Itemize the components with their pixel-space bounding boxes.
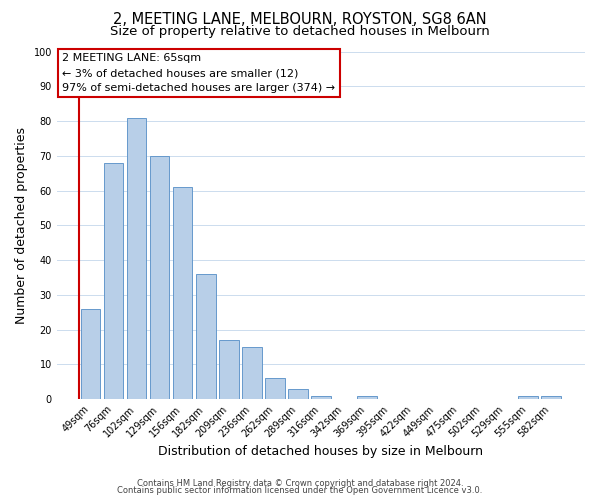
Bar: [196, 274, 215, 399]
Bar: [104, 162, 124, 399]
Y-axis label: Number of detached properties: Number of detached properties: [15, 127, 28, 324]
Bar: [173, 187, 193, 399]
X-axis label: Distribution of detached houses by size in Melbourn: Distribution of detached houses by size …: [158, 444, 484, 458]
Bar: [81, 308, 100, 399]
Bar: [219, 340, 239, 399]
Bar: [311, 396, 331, 399]
Bar: [541, 396, 561, 399]
Bar: [265, 378, 284, 399]
Bar: [127, 118, 146, 399]
Text: Contains public sector information licensed under the Open Government Licence v3: Contains public sector information licen…: [118, 486, 482, 495]
Bar: [242, 347, 262, 399]
Bar: [518, 396, 538, 399]
Text: 2, MEETING LANE, MELBOURN, ROYSTON, SG8 6AN: 2, MEETING LANE, MELBOURN, ROYSTON, SG8 …: [113, 12, 487, 28]
Text: Contains HM Land Registry data © Crown copyright and database right 2024.: Contains HM Land Registry data © Crown c…: [137, 478, 463, 488]
Bar: [288, 388, 308, 399]
Bar: [150, 156, 169, 399]
Bar: [357, 396, 377, 399]
Text: 2 MEETING LANE: 65sqm
← 3% of detached houses are smaller (12)
97% of semi-detac: 2 MEETING LANE: 65sqm ← 3% of detached h…: [62, 53, 335, 93]
Text: Size of property relative to detached houses in Melbourn: Size of property relative to detached ho…: [110, 25, 490, 38]
